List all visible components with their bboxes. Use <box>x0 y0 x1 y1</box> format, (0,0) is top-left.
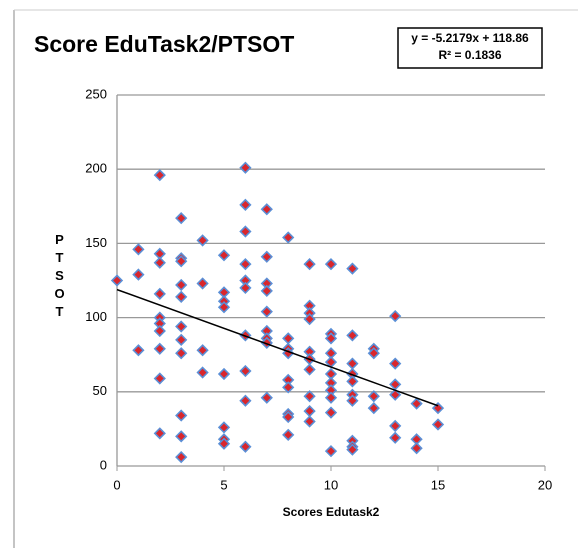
point <box>303 312 316 326</box>
point <box>153 256 166 269</box>
point <box>175 333 188 346</box>
point <box>153 287 166 300</box>
x-tick-label: 10 <box>324 477 338 492</box>
equation-box <box>397 27 543 69</box>
point <box>324 391 338 404</box>
point <box>153 342 166 355</box>
point <box>175 430 188 443</box>
point <box>282 428 295 441</box>
point <box>389 431 402 444</box>
point <box>217 301 231 314</box>
point <box>282 381 295 394</box>
point <box>346 375 359 388</box>
point <box>132 344 145 357</box>
point <box>303 390 316 403</box>
point <box>303 415 316 428</box>
point <box>346 262 359 275</box>
point <box>132 268 145 281</box>
x-tick-label: 15 <box>431 477 445 492</box>
point <box>389 357 402 370</box>
point <box>175 409 188 422</box>
point <box>175 255 188 268</box>
x-axis-label: Scores Edutask2 <box>283 505 380 519</box>
y-tick-label: 250 <box>85 86 107 101</box>
x-tick-label: 5 <box>220 477 227 492</box>
point <box>324 406 338 419</box>
y-tick-label: 0 <box>100 457 107 472</box>
point <box>239 225 252 238</box>
trendline-r2: R² = 0.1836 <box>438 48 501 62</box>
x-tick-label: 0 <box>113 477 120 492</box>
point <box>303 363 316 376</box>
point <box>410 397 423 410</box>
point <box>196 344 209 357</box>
trendline-equation: y = -5.2179x + 118.86 <box>411 31 529 45</box>
y-tick-label: 150 <box>85 235 107 250</box>
point <box>175 212 188 225</box>
point <box>260 284 273 298</box>
point <box>303 404 316 418</box>
point <box>324 445 338 458</box>
point <box>389 388 402 401</box>
point <box>196 366 209 379</box>
point <box>217 421 231 434</box>
point <box>282 231 295 244</box>
point <box>153 169 166 182</box>
point <box>367 401 380 415</box>
point <box>324 258 338 271</box>
trendline <box>116 288 439 407</box>
point <box>410 442 423 455</box>
point <box>346 443 359 456</box>
point <box>260 305 273 318</box>
point <box>389 419 402 433</box>
point <box>175 290 188 303</box>
point <box>239 364 252 378</box>
point <box>153 372 166 385</box>
point <box>239 258 252 271</box>
point <box>239 394 252 407</box>
point <box>303 258 316 271</box>
point <box>367 390 380 403</box>
point <box>196 277 209 290</box>
point <box>282 332 295 345</box>
point <box>196 234 209 247</box>
point <box>260 250 273 263</box>
point <box>217 367 231 381</box>
point <box>282 410 295 424</box>
point <box>389 378 402 391</box>
point <box>367 347 380 360</box>
y-tick-label: 100 <box>85 309 107 324</box>
point <box>324 332 338 345</box>
point <box>239 161 252 174</box>
point <box>132 243 145 256</box>
point <box>110 274 124 287</box>
x-tick-label: 20 <box>538 477 552 492</box>
point <box>153 324 166 338</box>
point <box>217 249 231 262</box>
point <box>346 329 359 342</box>
point <box>175 320 188 333</box>
point <box>346 394 359 407</box>
point <box>431 418 445 431</box>
chart-title: Score EduTask2/PTSOT <box>34 31 294 57</box>
y-tick-label: 50 <box>93 383 107 398</box>
y-tick-label: 200 <box>85 161 107 176</box>
point <box>153 427 166 440</box>
point <box>239 198 252 211</box>
y-axis-label: PTSOT <box>52 232 67 322</box>
point <box>239 440 252 453</box>
point <box>239 281 252 295</box>
point <box>175 347 188 360</box>
point <box>346 357 359 370</box>
point <box>389 309 402 323</box>
point <box>260 391 273 404</box>
point <box>175 278 188 292</box>
point <box>260 203 273 216</box>
point <box>217 437 231 450</box>
point <box>175 450 188 464</box>
